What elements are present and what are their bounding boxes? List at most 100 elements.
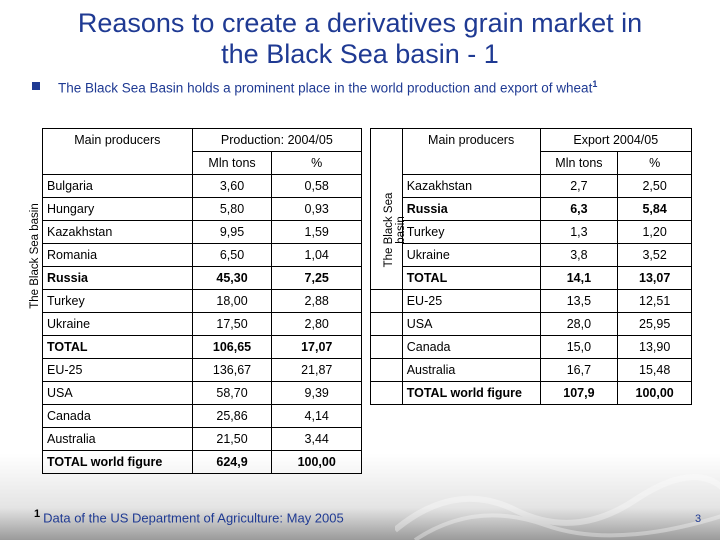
production-cell-name: Hungary [43,198,193,221]
production-row: Romania 6,50 1,04 [43,244,362,267]
export-cell-tons: 28,0 [540,313,618,336]
export-cell-tons: 13,5 [540,290,618,313]
export-cell-pct: 100,00 [618,382,692,405]
export-cell-name: Kazakhstan [402,175,540,198]
page-number: 3 [695,513,701,525]
export-cell-pct: 2,50 [618,175,692,198]
production-cell-tons: 17,50 [192,313,272,336]
production-cell-pct: 17,07 [272,336,362,359]
production-row: EU-25 136,67 21,87 [43,359,362,382]
export-cell-tons: 2,7 [540,175,618,198]
production-cell-pct: 21,87 [272,359,362,382]
export-cell-pct: 13,90 [618,336,692,359]
production-row: Bulgaria 3,60 0,58 [43,175,362,198]
export-cell-pct: 1,20 [618,221,692,244]
export-table: Main producers Export 2004/05 Mln tons %… [370,128,692,405]
export-cell-name: Turkey [402,221,540,244]
production-cell-pct: 1,59 [272,221,362,244]
production-table-body: Main producers Production: 2004/05 Mln t… [43,129,362,474]
production-cell-name: EU-25 [43,359,193,382]
export-table-body: Main producers Export 2004/05 Mln tons %… [371,129,692,405]
production-cell-tons: 3,60 [192,175,272,198]
production-cell-tons: 9,95 [192,221,272,244]
production-row: TOTAL 106,65 17,07 [43,336,362,359]
production-row: Hungary 5,80 0,93 [43,198,362,221]
export-cell-pct: 12,51 [618,290,692,313]
export-cell-pct: 15,48 [618,359,692,382]
production-cell-tons: 624,9 [192,451,272,474]
export-cell-tons: 6,3 [540,198,618,221]
export-cell-tons: 16,7 [540,359,618,382]
bullet-footnote-ref: 1 [592,79,597,89]
production-cell-tons: 136,67 [192,359,272,382]
footnote-marker: 1 [34,508,40,520]
production-row: Russia 45,30 7,25 [43,267,362,290]
export-side-spacer [371,382,403,405]
production-cell-tons: 21,50 [192,428,272,451]
export-row: USA 28,0 25,95 [371,313,692,336]
production-cell-pct: 7,25 [272,267,362,290]
export-side-spacer [371,336,403,359]
production-cell-name: Turkey [43,290,193,313]
production-cell-pct: 1,04 [272,244,362,267]
production-row: Ukraine 17,50 2,80 [43,313,362,336]
production-cell-tons: 25,86 [192,405,272,428]
export-cell-tons: 107,9 [540,382,618,405]
slide-title-line-1: Reasons to create a derivatives grain ma… [0,8,720,39]
export-row: TOTAL 14,1 13,07 [371,267,692,290]
export-cell-pct: 3,52 [618,244,692,267]
export-row: Canada 15,0 13,90 [371,336,692,359]
export-header-producers: Main producers [402,129,540,175]
export-cell-name: Russia [402,198,540,221]
export-row: EU-25 13,5 12,51 [371,290,692,313]
export-row: Turkey 1,3 1,20 [371,221,692,244]
production-cell-name: Bulgaria [43,175,193,198]
production-cell-tons: 45,30 [192,267,272,290]
production-cell-pct: 9,39 [272,382,362,405]
production-header-producers: Main producers [43,129,193,175]
production-row: USA 58,70 9,39 [43,382,362,405]
production-cell-pct: 100,00 [272,451,362,474]
production-row: Kazakhstan 9,95 1,59 [43,221,362,244]
export-cell-name: Canada [402,336,540,359]
production-cell-tons: 5,80 [192,198,272,221]
export-col-tons: Mln tons [540,152,618,175]
export-cell-tons: 3,8 [540,244,618,267]
production-cell-pct: 0,93 [272,198,362,221]
export-cell-pct: 13,07 [618,267,692,290]
export-cell-name: EU-25 [402,290,540,313]
footnote-text: Data of the US Department of Agriculture… [43,510,344,525]
production-cell-name: TOTAL world figure [43,451,193,474]
production-header-group: Production: 2004/05 [192,129,361,152]
export-side-spacer [371,290,403,313]
production-col-pct: % [272,152,362,175]
bullet-text: The Black Sea Basin holds a prominent pl… [58,81,592,96]
slide-title-line-2: the Black Sea basin - 1 [0,39,720,70]
export-cell-tons: 14,1 [540,267,618,290]
production-cell-name: Australia [43,428,193,451]
export-row: Australia 16,7 15,48 [371,359,692,382]
export-header-group: Export 2004/05 [540,129,691,152]
production-table: Main producers Production: 2004/05 Mln t… [42,128,362,474]
production-cell-name: Canada [43,405,193,428]
export-cell-tons: 1,3 [540,221,618,244]
slide-title: Reasons to create a derivatives grain ma… [0,8,720,70]
production-cell-name: Romania [43,244,193,267]
production-cell-name: Kazakhstan [43,221,193,244]
production-row: Canada 25,86 4,14 [43,405,362,428]
production-cell-name: USA [43,382,193,405]
production-col-tons: Mln tons [192,152,272,175]
export-cell-name: Ukraine [402,244,540,267]
export-cell-pct: 5,84 [618,198,692,221]
production-cell-name: Russia [43,267,193,290]
production-cell-pct: 2,88 [272,290,362,313]
production-cell-name: TOTAL [43,336,193,359]
export-cell-pct: 25,95 [618,313,692,336]
bullet-text-container: The Black Sea Basin holds a prominent pl… [58,79,597,96]
export-row: TOTAL world figure 107,9 100,00 [371,382,692,405]
production-cell-tons: 18,00 [192,290,272,313]
export-side-cell [371,129,403,290]
production-cell-name: Ukraine [43,313,193,336]
export-side-spacer [371,359,403,382]
footnote: 1 Data of the US Department of Agricultur… [34,508,344,525]
